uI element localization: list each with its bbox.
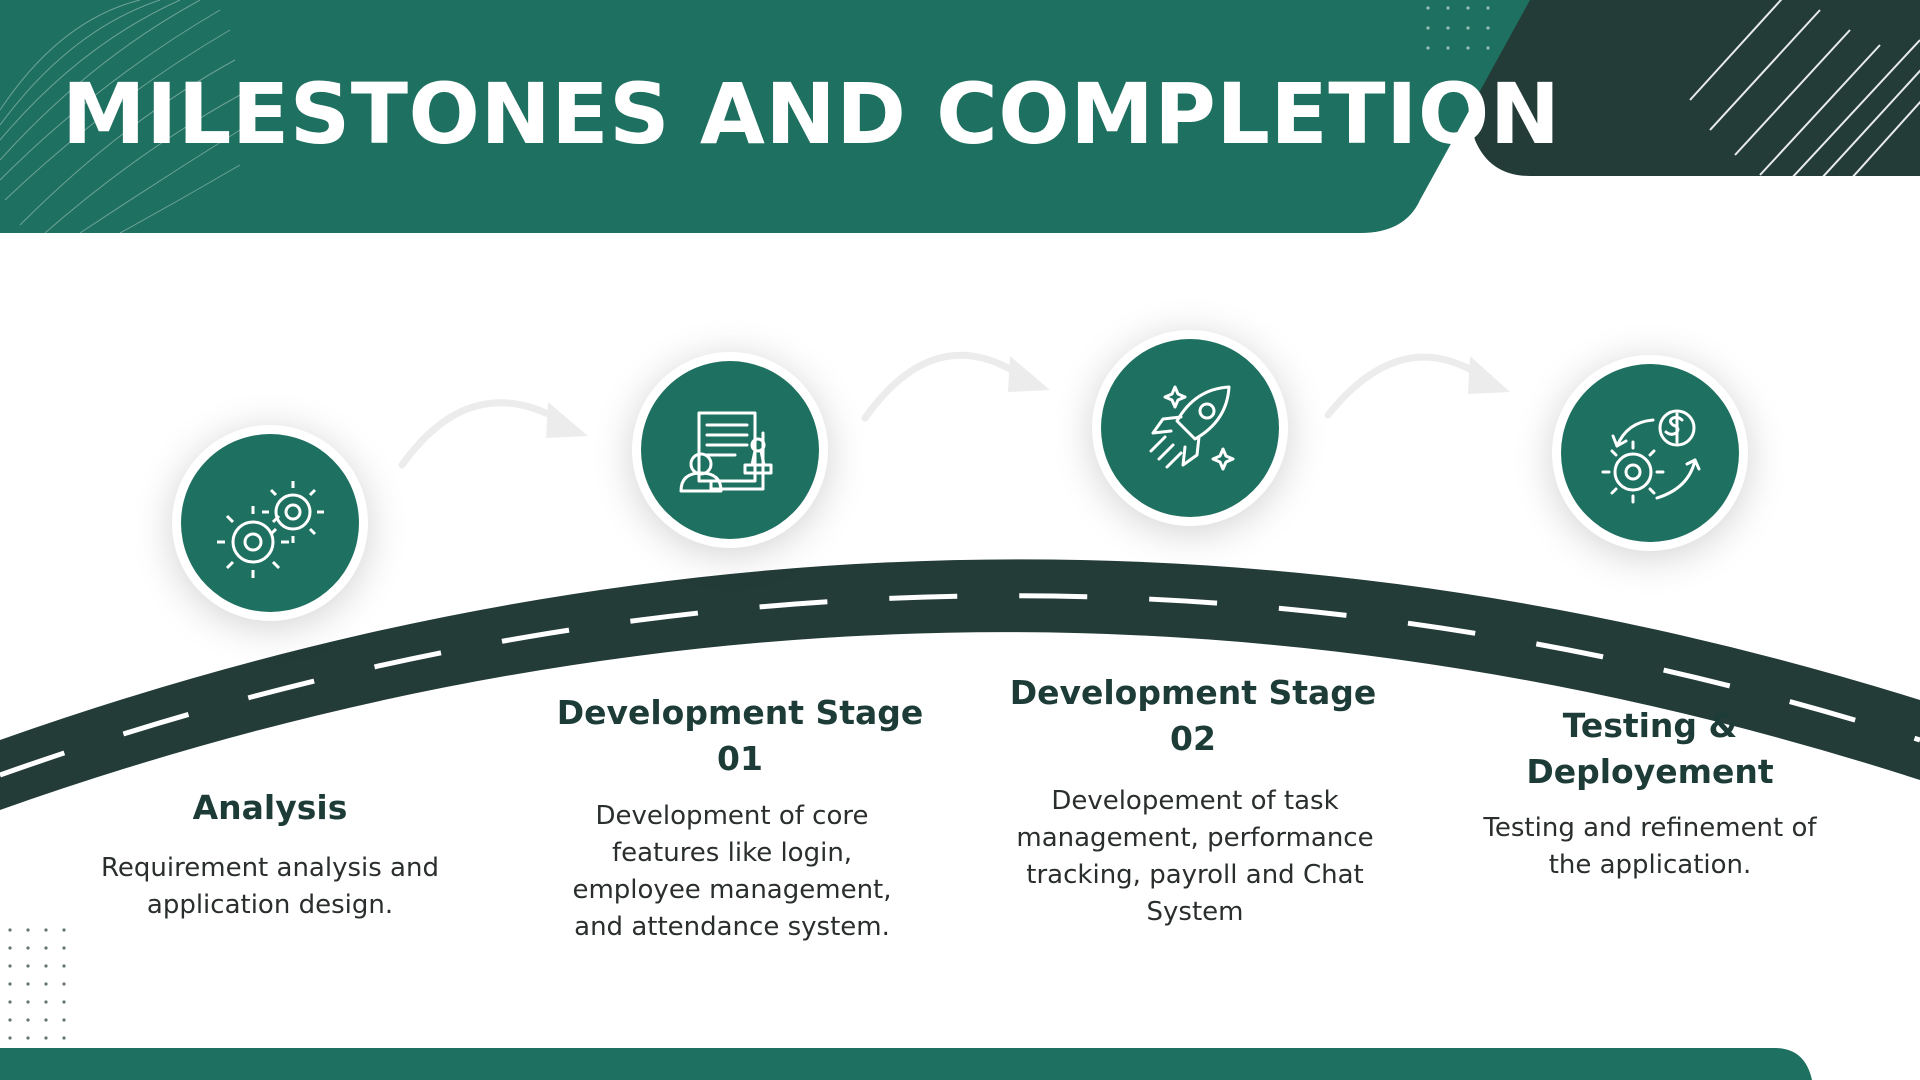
milestone-description: Testing and refinement of the applicatio… [1483, 813, 1817, 880]
wave-lines-decoration [0, 0, 241, 234]
top-right-dark-shape [1470, 0, 1920, 176]
milestone-heading: Development Stage 02 [1009, 673, 1377, 758]
milestone-description: Requirement analysis and application des… [101, 853, 439, 920]
dots-decoration-top-dark [1538, 6, 1622, 50]
diagonal-stripes-decoration [1689, 0, 1920, 176]
arrow-1-head [546, 402, 588, 438]
bottom-banner [0, 1048, 1812, 1080]
rocket-icon [1149, 385, 1235, 471]
milestone-heading: Development Stage 01 [556, 693, 924, 778]
gear-dollar-cycle-icon [1601, 409, 1701, 504]
milestone-icon-badge [1552, 355, 1748, 551]
road-center-dashes [0, 593, 1920, 778]
milestone-description: Developement of task management, perform… [1016, 786, 1374, 927]
gears-icon [217, 481, 324, 578]
milestone-icon-badge [1092, 330, 1288, 526]
milestone-icon-badge [632, 352, 828, 548]
dots-decoration-bottom-left [8, 928, 66, 1058]
arrow-3-head [1468, 356, 1510, 394]
documents-person-stamp-icon [679, 411, 773, 493]
road [0, 559, 1920, 810]
arrow-1 [398, 399, 564, 469]
milestone-description: Development of core features like login,… [572, 801, 892, 942]
arrow-2 [861, 351, 1024, 422]
milestone-heading: Analysis [192, 788, 348, 827]
title-banner [0, 0, 1530, 233]
arrow-2-head [1008, 356, 1050, 392]
dots-decoration-top [1426, 6, 1490, 50]
milestone-heading: Testing & Deployement [1526, 706, 1774, 791]
arrow-3 [1324, 353, 1484, 419]
page-title: MILESTONES AND COMPLETION [62, 65, 1561, 163]
milestone-icon-badge [172, 425, 368, 621]
